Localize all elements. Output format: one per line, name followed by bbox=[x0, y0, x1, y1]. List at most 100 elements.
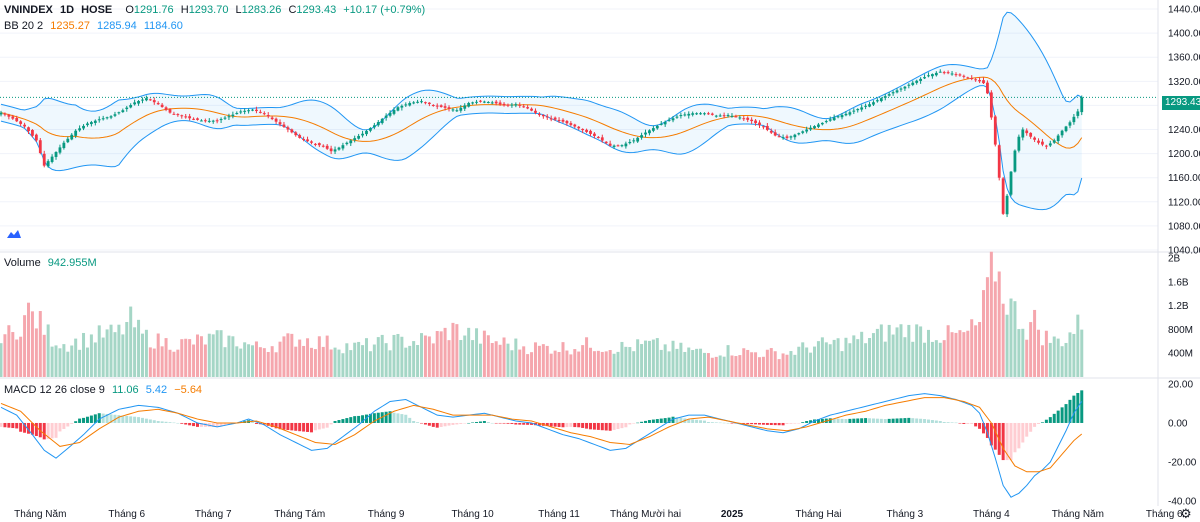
macd-legend[interactable]: MACD 12 26 close 9 11.06 5.42 −5.64 bbox=[4, 383, 206, 397]
volume-bar bbox=[530, 352, 534, 377]
macd-histogram-bar bbox=[765, 422, 769, 425]
macd-histogram-bar bbox=[372, 413, 376, 423]
volume-bar bbox=[875, 328, 879, 377]
volume-bar bbox=[1017, 329, 1021, 377]
tradingview-logo-icon[interactable] bbox=[6, 228, 22, 240]
bb-legend[interactable]: BB 20 2 1235.27 1285.94 1184.60 bbox=[4, 19, 187, 33]
volume-bar bbox=[722, 356, 726, 377]
macd-histogram-bar bbox=[113, 414, 117, 423]
volume-bar bbox=[109, 324, 113, 377]
volume-bar bbox=[211, 334, 215, 377]
macd-histogram-bar bbox=[915, 418, 919, 423]
macd-histogram-bar bbox=[926, 419, 930, 423]
macd-histogram-bar bbox=[412, 421, 416, 423]
volume-bar bbox=[117, 324, 121, 377]
volume-bar bbox=[1072, 333, 1076, 377]
macd-histogram-bar bbox=[219, 422, 223, 427]
macd-histogram-bar bbox=[785, 422, 789, 424]
candle-body bbox=[365, 130, 368, 135]
candle-body bbox=[691, 113, 695, 115]
volume-bar bbox=[824, 342, 828, 377]
volume-bar bbox=[7, 325, 11, 377]
macd-histogram-bar bbox=[966, 422, 970, 424]
macd-histogram-bar bbox=[530, 422, 534, 425]
candle-body bbox=[184, 116, 188, 118]
macd-histogram-bar bbox=[816, 419, 820, 423]
macd-histogram-bar bbox=[306, 422, 310, 432]
candle-body bbox=[993, 116, 997, 145]
macd-histogram-bar bbox=[329, 422, 333, 425]
volume-bar bbox=[710, 357, 714, 377]
candle-body bbox=[1052, 140, 1056, 143]
volume-axis-label: 2B bbox=[1168, 253, 1181, 264]
volume-bar bbox=[985, 277, 989, 377]
candle-body bbox=[266, 115, 270, 117]
time-axis-label: Tháng 11 bbox=[538, 509, 580, 520]
candle-body bbox=[215, 120, 219, 122]
candle-body bbox=[353, 138, 357, 141]
volume-value: 942.955M bbox=[47, 257, 97, 269]
macd-histogram-bar bbox=[227, 422, 231, 425]
macd-histogram-bar bbox=[805, 421, 809, 423]
candle-body bbox=[950, 73, 954, 75]
symbol-name[interactable]: VNINDEX bbox=[4, 4, 53, 16]
volume-bar bbox=[325, 335, 329, 377]
candle-body bbox=[392, 110, 396, 114]
macd-histogram-bar bbox=[353, 416, 357, 423]
price-axis-label: 1320.00 bbox=[1168, 77, 1200, 88]
macd-histogram-bar bbox=[1037, 422, 1041, 424]
macd-histogram-bar bbox=[1009, 422, 1013, 461]
price-axis-label: 1080.00 bbox=[1168, 221, 1200, 232]
interval[interactable]: 1D bbox=[59, 4, 75, 16]
candle-body bbox=[467, 103, 471, 107]
macd-histogram-bar bbox=[1040, 422, 1044, 423]
volume-bar bbox=[848, 343, 852, 377]
macd-histogram-bar bbox=[777, 422, 781, 426]
candle-body bbox=[384, 115, 388, 118]
candle-body bbox=[243, 110, 247, 112]
candle-body bbox=[762, 126, 765, 128]
macd-histogram-bar bbox=[1013, 422, 1017, 453]
volume-bar bbox=[730, 355, 734, 377]
candle-body bbox=[93, 120, 97, 123]
candle-body bbox=[156, 103, 160, 105]
candle-body bbox=[742, 118, 746, 120]
candle-body bbox=[314, 143, 317, 145]
macd-histogram-bar bbox=[117, 415, 121, 423]
candle-body bbox=[1001, 178, 1005, 214]
volume-bar bbox=[746, 349, 750, 377]
time-axis-label: Tháng 6 bbox=[108, 509, 145, 520]
candle-body bbox=[235, 113, 239, 115]
gear-icon[interactable]: ⚙ bbox=[1180, 506, 1192, 521]
macd-histogram-bar bbox=[1052, 413, 1056, 423]
volume-bar bbox=[19, 336, 23, 377]
macd-histogram-bar bbox=[970, 422, 974, 424]
volume-bar bbox=[278, 341, 282, 377]
volume-bar bbox=[125, 321, 129, 377]
macd-histogram-bar bbox=[172, 422, 176, 424]
candle-body bbox=[600, 137, 604, 141]
candle-body bbox=[420, 101, 423, 103]
volume-bar bbox=[789, 351, 793, 377]
volume-bar bbox=[105, 329, 109, 377]
candle-body bbox=[89, 122, 93, 125]
macd-histogram-bar bbox=[78, 418, 82, 423]
macd-histogram-bar bbox=[30, 422, 34, 435]
volume-bar bbox=[435, 331, 439, 377]
macd-histogram-bar bbox=[675, 417, 679, 423]
candle-body bbox=[514, 104, 518, 106]
volume-legend[interactable]: Volume 942.955M bbox=[4, 256, 101, 270]
macd-axis-label: 0.00 bbox=[1168, 418, 1188, 429]
candle-body bbox=[447, 107, 451, 109]
macd-histogram-bar bbox=[494, 422, 498, 424]
volume-bar bbox=[345, 343, 349, 377]
candle-body bbox=[573, 124, 577, 127]
macd-line bbox=[0, 393, 1083, 498]
candle-body bbox=[1037, 140, 1040, 143]
macd-histogram-bar bbox=[644, 420, 648, 423]
volume-axis-label: 400M bbox=[1168, 349, 1193, 360]
volume-bar bbox=[612, 353, 616, 377]
macd-histogram-bar bbox=[883, 419, 887, 423]
macd-histogram-bar bbox=[223, 422, 227, 426]
